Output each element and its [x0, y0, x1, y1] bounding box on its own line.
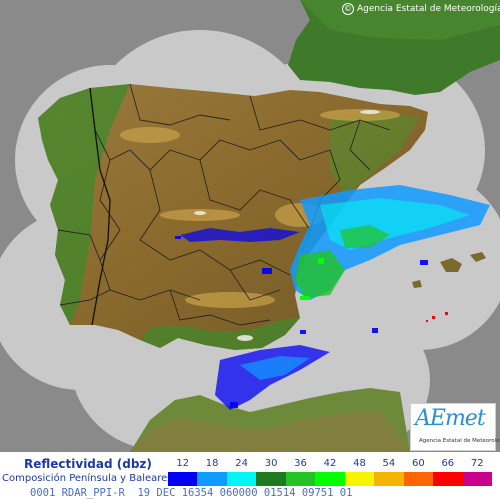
legend-swatch — [315, 472, 345, 486]
copyright-notice: © Agencia Estatal de Meteorología — [342, 3, 500, 15]
legend-swatch — [403, 472, 434, 486]
balearic-islands — [412, 252, 486, 288]
legend-tick-label: 36 — [294, 458, 307, 469]
portugal-border — [89, 87, 111, 326]
legend-tick-labels: 12 18 24 30 36 42 48 54 60 66 72 — [168, 458, 492, 470]
radar-map — [0, 0, 500, 452]
legend-tick-label: 30 — [264, 458, 278, 469]
legend-swatch — [285, 472, 316, 486]
aemet-logo-subtitle: Agencia Estatal de Meteorología — [419, 438, 500, 444]
legend-swatch — [462, 472, 492, 486]
legend-tick-label: 54 — [382, 458, 396, 469]
legend-color-scale — [168, 472, 492, 486]
legend-tick-label: 60 — [411, 458, 425, 469]
legend-tick-label: 72 — [470, 458, 484, 469]
legend-swatch — [433, 472, 463, 486]
legend-tick-label: 66 — [441, 458, 455, 469]
legend-tick-label: 42 — [323, 458, 337, 469]
radar-echoes — [175, 185, 490, 410]
legend-swatch — [374, 472, 404, 486]
province-borders — [57, 83, 391, 326]
legend-swatch — [344, 472, 375, 486]
legend-tick-label: 12 — [176, 458, 190, 469]
aemet-logo: AEmet Agencia Estatal de Meteorología — [410, 403, 500, 451]
legend-tick-label: 24 — [235, 458, 248, 469]
copyright-icon: © — [342, 3, 354, 15]
legend-swatch — [256, 472, 286, 486]
legend-subtitle: Composición Península y Baleares — [2, 473, 173, 484]
legend-swatch — [168, 472, 198, 486]
legend-title: Reflectividad (dbz) — [24, 457, 152, 471]
copyright-text: Agencia Estatal de Meteorología — [357, 4, 500, 14]
legend-tick-label: 48 — [353, 458, 366, 469]
radar-status-line: 0001 RDAR_PPI-R 19 DEC 16354 060000 0151… — [0, 486, 500, 500]
legend-swatch — [226, 472, 257, 486]
legend-swatch — [197, 472, 227, 486]
legend-tick-label: 18 — [205, 458, 219, 469]
aemet-logo-mark: AEmet — [415, 406, 486, 431]
